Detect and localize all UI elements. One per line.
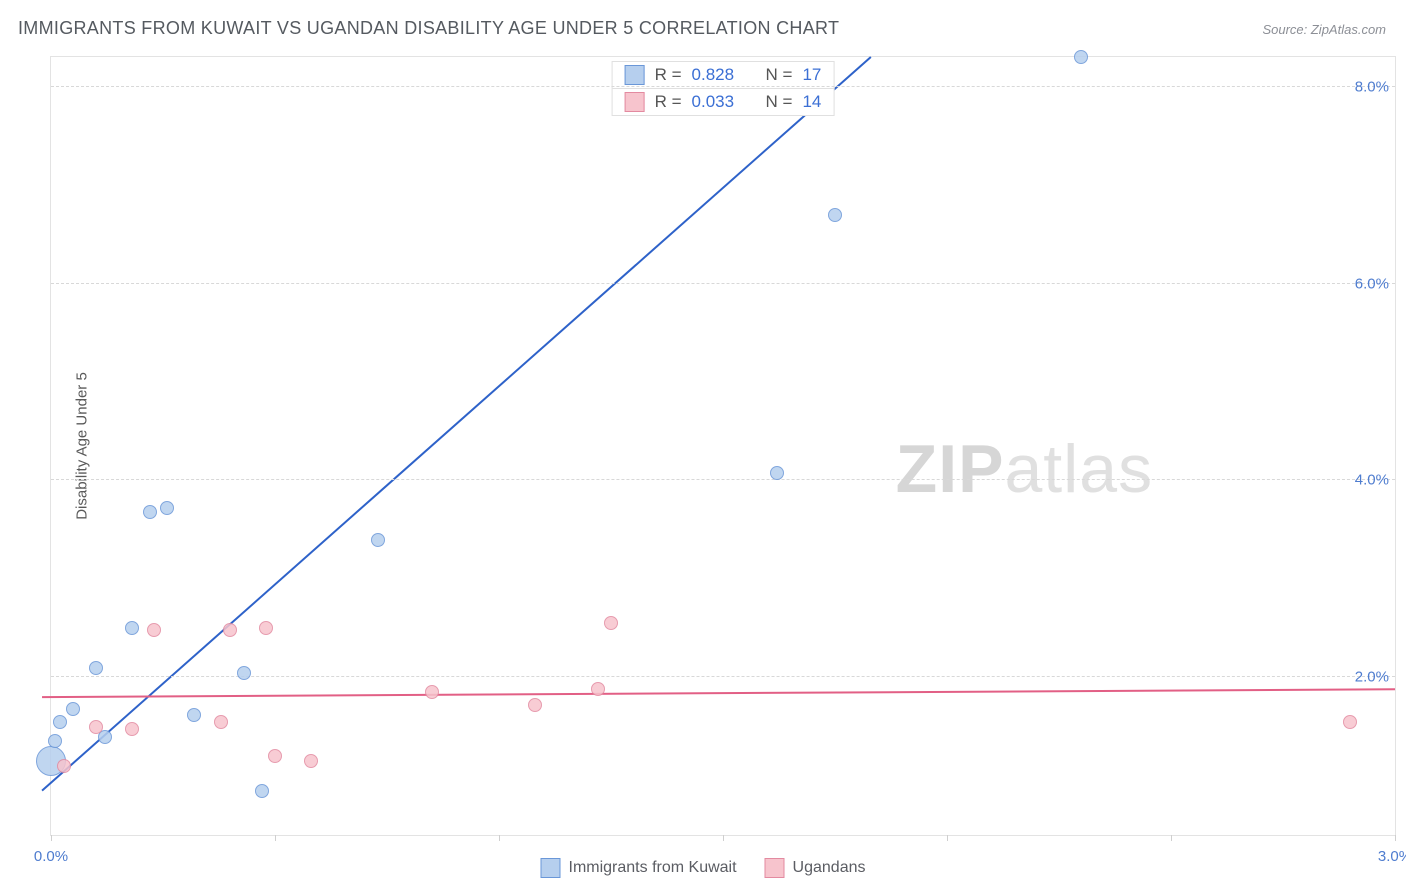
data-point (268, 749, 282, 763)
gridline-h (51, 86, 1395, 87)
swatch-icon (625, 65, 645, 85)
swatch-icon (625, 92, 645, 112)
y-tick-label: 2.0% (1355, 669, 1389, 686)
data-point (591, 682, 605, 696)
data-point (770, 466, 784, 480)
x-tick (499, 835, 500, 841)
x-tick (1171, 835, 1172, 841)
legend-item-series-1: Ugandans (765, 858, 866, 878)
legend-n-value: 14 (802, 92, 821, 112)
legend-r-value: 0.828 (692, 65, 748, 85)
data-point (237, 666, 251, 680)
data-point (255, 784, 269, 798)
legend-r-value: 0.033 (692, 92, 748, 112)
legend-row-series-1: R = 0.033 N = 14 (613, 89, 834, 115)
x-tick (723, 835, 724, 841)
data-point (259, 621, 273, 635)
x-tick (947, 835, 948, 841)
data-point (53, 715, 67, 729)
legend-n-label: N = (766, 92, 793, 112)
gridline-h (51, 283, 1395, 284)
correlation-legend: R = 0.828 N = 17 R = 0.033 N = 14 (612, 61, 835, 116)
legend-label: Immigrants from Kuwait (569, 859, 737, 877)
y-tick-label: 8.0% (1355, 78, 1389, 95)
swatch-icon (541, 858, 561, 878)
gridline-h (51, 479, 1395, 480)
data-point (371, 533, 385, 547)
data-point (66, 702, 80, 716)
legend-n-label: N = (766, 65, 793, 85)
data-point (214, 715, 228, 729)
y-tick-label: 6.0% (1355, 275, 1389, 292)
data-point (160, 501, 174, 515)
data-point (57, 759, 71, 773)
data-point (1343, 715, 1357, 729)
chart-area: ZIPatlas R = 0.828 N = 17 R = 0.033 N = … (50, 56, 1396, 836)
gridline-h (51, 676, 1395, 677)
x-tick-label: 0.0% (34, 848, 68, 865)
source-attribution: Source: ZipAtlas.com (1262, 22, 1386, 37)
x-tick (51, 835, 52, 841)
swatch-icon (765, 858, 785, 878)
x-tick-label: 3.0% (1378, 848, 1406, 865)
data-point (528, 698, 542, 712)
data-point (89, 720, 103, 734)
legend-label: Ugandans (793, 859, 866, 877)
watermark: ZIPatlas (896, 430, 1153, 508)
x-tick (1395, 835, 1396, 841)
trend-lines-layer (51, 57, 1395, 835)
legend-r-label: R = (655, 65, 682, 85)
trend-line (42, 689, 1395, 697)
data-point (125, 621, 139, 635)
data-point (48, 734, 62, 748)
trend-line (42, 57, 871, 791)
x-tick (275, 835, 276, 841)
data-point (828, 208, 842, 222)
data-point (147, 623, 161, 637)
data-point (425, 685, 439, 699)
data-point (1074, 50, 1088, 64)
chart-title: IMMIGRANTS FROM KUWAIT VS UGANDAN DISABI… (18, 18, 839, 39)
legend-item-series-0: Immigrants from Kuwait (541, 858, 737, 878)
legend-r-label: R = (655, 92, 682, 112)
data-point (223, 623, 237, 637)
data-point (604, 616, 618, 630)
legend-n-value: 17 (802, 65, 821, 85)
data-point (89, 661, 103, 675)
series-legend: Immigrants from Kuwait Ugandans (541, 858, 866, 878)
data-point (143, 505, 157, 519)
data-point (304, 754, 318, 768)
data-point (187, 708, 201, 722)
data-point (125, 722, 139, 736)
y-tick-label: 4.0% (1355, 472, 1389, 489)
